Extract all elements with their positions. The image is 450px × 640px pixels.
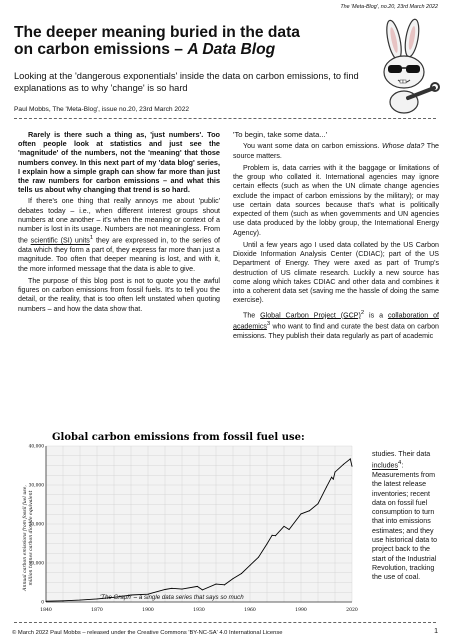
paragraph: If there's one thing that really annoys … <box>18 197 220 273</box>
paragraph: Until a few years ago I used data collat… <box>233 240 439 305</box>
paragraph: Problem is, data carries with it the bag… <box>233 163 439 237</box>
footnote-ref[interactable]: 4 <box>398 460 402 467</box>
academics-link[interactable]: collaboration of academics <box>233 310 439 331</box>
chart-data-point <box>300 513 302 515</box>
footer-license: © March 2022 Paul Mobbs – released under… <box>12 630 283 636</box>
chart-data-point <box>241 573 242 575</box>
page-number: 1 <box>434 628 438 635</box>
chart-ylabel: Annual carbon emissions from fossil fuel… <box>22 485 34 592</box>
footnote-ref[interactable]: 1 <box>89 235 94 242</box>
chart-grid <box>45 445 353 603</box>
chart-data-point <box>271 534 273 536</box>
text: Whose data? <box>381 142 425 151</box>
text: is a <box>364 310 388 319</box>
chart-data-point <box>332 478 334 480</box>
title-line1: The deeper meaning buried in the data <box>14 24 300 41</box>
lead-text: Rarely is there such a thing as, 'just n… <box>18 130 220 195</box>
chart-data-point <box>130 594 132 596</box>
chart-x-tick-label: 1960 <box>244 607 256 613</box>
includes-link[interactable]: includes <box>372 461 399 470</box>
si-units-link[interactable]: scientific (SI) units <box>30 236 90 245</box>
chart-y-tick-label: 40,000 <box>29 445 45 450</box>
chart-y-tick-label: 30,000 <box>29 484 45 489</box>
chart-data-point <box>266 543 268 545</box>
text: who want to find and curate the best dat… <box>233 322 439 340</box>
page-subtitle: Looking at the 'dangerous exponentials' … <box>14 71 359 93</box>
rabbit-mascot-icon <box>383 18 440 114</box>
chart-y-tick-label: 10,000 <box>29 562 45 567</box>
footnote-ref[interactable]: 2 <box>360 309 365 316</box>
chart-data-point <box>196 585 198 587</box>
paragraph: You want some data on carbon emissions. … <box>233 142 439 161</box>
footnote-ref[interactable]: 3 <box>266 321 271 328</box>
chart-data-point <box>309 510 310 512</box>
chart-data-point <box>283 525 285 527</box>
text: studies. Their data <box>372 450 431 458</box>
chart-data-point <box>258 556 259 558</box>
chart-x-tick-label: 1990 <box>295 607 307 613</box>
text: The <box>243 310 261 319</box>
narrow-column: studies. Their data includes4: Measureme… <box>372 450 438 583</box>
chart-ylabel-line: million tonnes carbon dioxide equivalent <box>28 490 34 585</box>
chart-ticks: 1840 1870 1900 1930 1960 1990 2020 0 10,000 20,00… <box>29 445 358 614</box>
byline: Paul Mobbs, The 'Meta-Blog', issue no.20… <box>14 106 190 113</box>
chart-x-tick-label: 1870 <box>91 607 103 613</box>
chart-x-tick-label: 1930 <box>193 607 205 613</box>
chart-data-point <box>45 600 47 602</box>
chart-data-point <box>113 596 115 598</box>
chart-data-point <box>171 587 173 589</box>
right-column: 'To begin, take some data...' You want s… <box>233 130 439 344</box>
bottom-divider <box>14 622 436 623</box>
section-heading: 'To begin, take some data...' <box>233 130 328 139</box>
chart-data-point <box>334 471 336 473</box>
chart-data-point <box>201 589 203 591</box>
chart-data-point <box>96 598 98 600</box>
text: they are expressed in, to the series of … <box>18 236 220 273</box>
chart-data-point <box>232 578 234 580</box>
chart-data-point <box>224 584 225 586</box>
text: The source matters. <box>233 142 439 160</box>
chart-x-tick-label: 2020 <box>346 607 358 613</box>
chart-data-point <box>288 528 290 530</box>
text: : Measurements from the latest release i… <box>372 461 438 582</box>
text: If there's one thing that really annoys … <box>18 197 220 245</box>
gcp-link[interactable]: Global Carbon Project (GCP) <box>260 310 361 319</box>
chart-data-point <box>317 503 319 505</box>
paragraph: The Global Carbon Project (GCP)2 is a co… <box>233 309 439 341</box>
chart-data-point <box>147 593 149 595</box>
chart-data-point <box>351 465 353 467</box>
text: You want some data on carbon emissions. <box>243 142 382 151</box>
chart-x-tick-label: 1900 <box>142 607 154 613</box>
lead-paragraph: Rarely is there such a thing as, 'just n… <box>18 130 220 194</box>
header-series: The 'Meta-Blog', no.20, 23rd March 2022 <box>340 4 438 10</box>
left-column: Rarely is there such a thing as, 'just n… <box>18 130 220 317</box>
chart-axes <box>45 446 352 603</box>
chart-data-point <box>343 463 344 465</box>
chart-ylabel-line: Annual carbon emissions from fossil fuel… <box>22 485 28 592</box>
page-title: The deeper meaning buried in the data on… <box>14 24 359 58</box>
title-line2: on carbon emissions – <box>14 41 188 58</box>
chart-x-tick-label: 1840 <box>40 607 52 613</box>
chart-data-point <box>79 599 81 601</box>
chart-data-point <box>275 535 276 537</box>
chart-caption: 'The Graph' – a single data series that … <box>100 594 244 601</box>
chart-data-point <box>215 583 217 585</box>
chart-data-point <box>326 486 327 488</box>
chart-data-point <box>164 589 166 591</box>
chart-series <box>45 458 353 602</box>
title-italic: A Data Blog <box>187 41 276 58</box>
paragraph: The purpose of this blog post is not to … <box>18 276 220 313</box>
chart-y-tick-label: 20,000 <box>29 523 45 528</box>
chart-data-point <box>181 588 183 590</box>
chart-data-point <box>249 564 251 566</box>
chart-data-point <box>349 458 351 460</box>
chart-data-point <box>62 600 64 602</box>
emissions-chart: Global carbon emissions from fossil fuel… <box>22 432 358 614</box>
chart-data-point <box>331 476 333 478</box>
chart-title: Global carbon emissions from fossil fuel… <box>52 432 305 443</box>
top-divider <box>14 118 436 119</box>
chart-y-tick-label: 0 <box>41 601 44 606</box>
